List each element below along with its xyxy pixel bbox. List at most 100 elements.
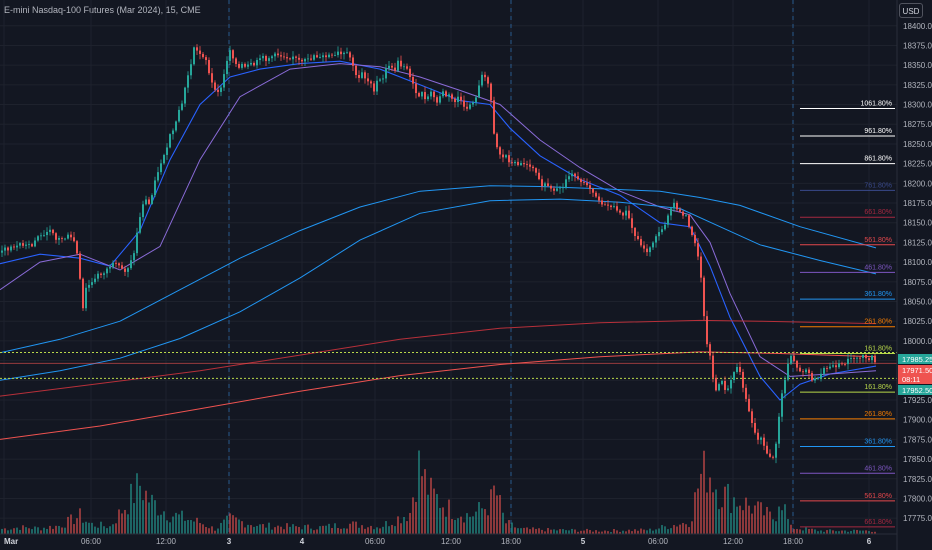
volume-bar: [427, 494, 429, 534]
volume-bar: [52, 528, 54, 534]
price-tick-label: 18350.00: [903, 61, 932, 70]
candle-body: [571, 173, 573, 177]
candle-body: [124, 268, 126, 272]
candle-body: [427, 96, 429, 100]
fib-upper-label: 261.80%: [864, 319, 892, 326]
candle-body: [433, 91, 435, 98]
volume-bar: [67, 516, 69, 534]
volume-bar: [445, 516, 447, 534]
time-tick-label: 06:00: [648, 537, 669, 546]
volume-bar: [529, 529, 531, 534]
volume-bar: [178, 514, 180, 534]
volume-bar: [640, 528, 642, 534]
volume-bar: [403, 516, 405, 534]
candle-body: [793, 355, 795, 361]
volume-bar: [133, 503, 135, 534]
candle-body: [190, 64, 192, 76]
candle-body: [157, 172, 159, 181]
candle-body: [862, 355, 864, 358]
candle-body: [202, 53, 204, 58]
price-tick-label: 17850.00: [903, 455, 932, 464]
volume-bar: [391, 524, 393, 534]
volume-bar: [250, 525, 252, 534]
candle-body: [208, 60, 210, 74]
volume-bar: [757, 501, 759, 534]
candle-body: [319, 57, 321, 58]
candle-body: [367, 78, 369, 82]
time-axis[interactable]: Mar 06:00 12:00 3 4 06:00 12:00 18:00 5 06:00 12:0…: [4, 537, 872, 546]
volume-bar: [457, 518, 459, 534]
candle-body: [499, 147, 501, 155]
volume-bar: [319, 526, 321, 534]
volume-bar: [1, 528, 3, 534]
volume-bar: [829, 529, 831, 534]
candle-body: [664, 224, 666, 230]
candle-body: [640, 239, 642, 246]
candle-body: [574, 173, 576, 177]
candle-body: [349, 52, 351, 58]
price-label-box: [898, 354, 932, 364]
fib-lower-label: 361.80%: [864, 438, 892, 445]
volume-bar: [28, 528, 30, 534]
volume-bar: [385, 521, 387, 534]
volume-bar: [559, 529, 561, 534]
volume-bar: [805, 527, 807, 534]
volume-bar: [382, 526, 384, 534]
candle-body: [97, 273, 99, 279]
time-tick-label: 3: [227, 537, 232, 546]
candle-body: [163, 154, 165, 164]
volume-bar: [580, 530, 582, 534]
volume-bar: [286, 523, 288, 534]
volume-bar: [394, 526, 396, 534]
candle-body: [505, 155, 507, 158]
time-tick-label: Mar: [4, 537, 18, 546]
candle-body: [325, 55, 327, 58]
candle-body: [328, 54, 330, 58]
candle-body: [391, 65, 393, 68]
price-axis[interactable]: 18400.00 18375.00 18350.00 18325.00 18300.00…: [903, 22, 932, 523]
price-tick-label: 17875.00: [903, 435, 932, 444]
volume-bar: [589, 530, 591, 534]
volume-bar: [487, 515, 489, 534]
candle-body: [49, 229, 51, 232]
volume-bar: [754, 505, 756, 534]
volume-bar: [796, 528, 798, 534]
candle-body: [526, 164, 528, 166]
volume-bar: [34, 526, 36, 534]
candle-body: [193, 47, 195, 65]
volume-bar: [43, 527, 45, 534]
candle-body: [712, 355, 714, 378]
candle-body: [550, 185, 552, 189]
candle-body: [172, 130, 174, 135]
volume-bar: [790, 524, 792, 534]
candle-body: [598, 196, 600, 201]
volume-bar: [784, 504, 786, 534]
moving-average-line: [0, 319, 877, 397]
candle-body: [184, 87, 186, 104]
volume-bar: [418, 450, 420, 534]
candle-body: [850, 358, 852, 359]
volume-bar: [109, 526, 111, 534]
candle-body: [799, 367, 801, 372]
volume-bar: [7, 530, 9, 534]
volume-bar: [208, 528, 210, 534]
candle-body: [88, 284, 90, 288]
candle-body: [670, 208, 672, 216]
candle-body: [625, 210, 627, 216]
volume-bar: [865, 530, 867, 534]
volume-bar: [703, 450, 705, 534]
candle-body: [511, 162, 513, 164]
currency-button[interactable]: USD: [899, 3, 923, 18]
candle-body: [835, 365, 837, 368]
volume-bar: [544, 531, 546, 534]
volume-bar: [139, 485, 141, 534]
candle-body: [874, 355, 876, 363]
candle-body: [274, 53, 276, 57]
fib-upper-label: 761.80%: [864, 182, 892, 189]
candle-body: [790, 355, 792, 364]
volume-bar: [490, 489, 492, 534]
volume-bar: [574, 529, 576, 534]
candle-body: [565, 179, 567, 188]
volume-bar: [298, 527, 300, 534]
